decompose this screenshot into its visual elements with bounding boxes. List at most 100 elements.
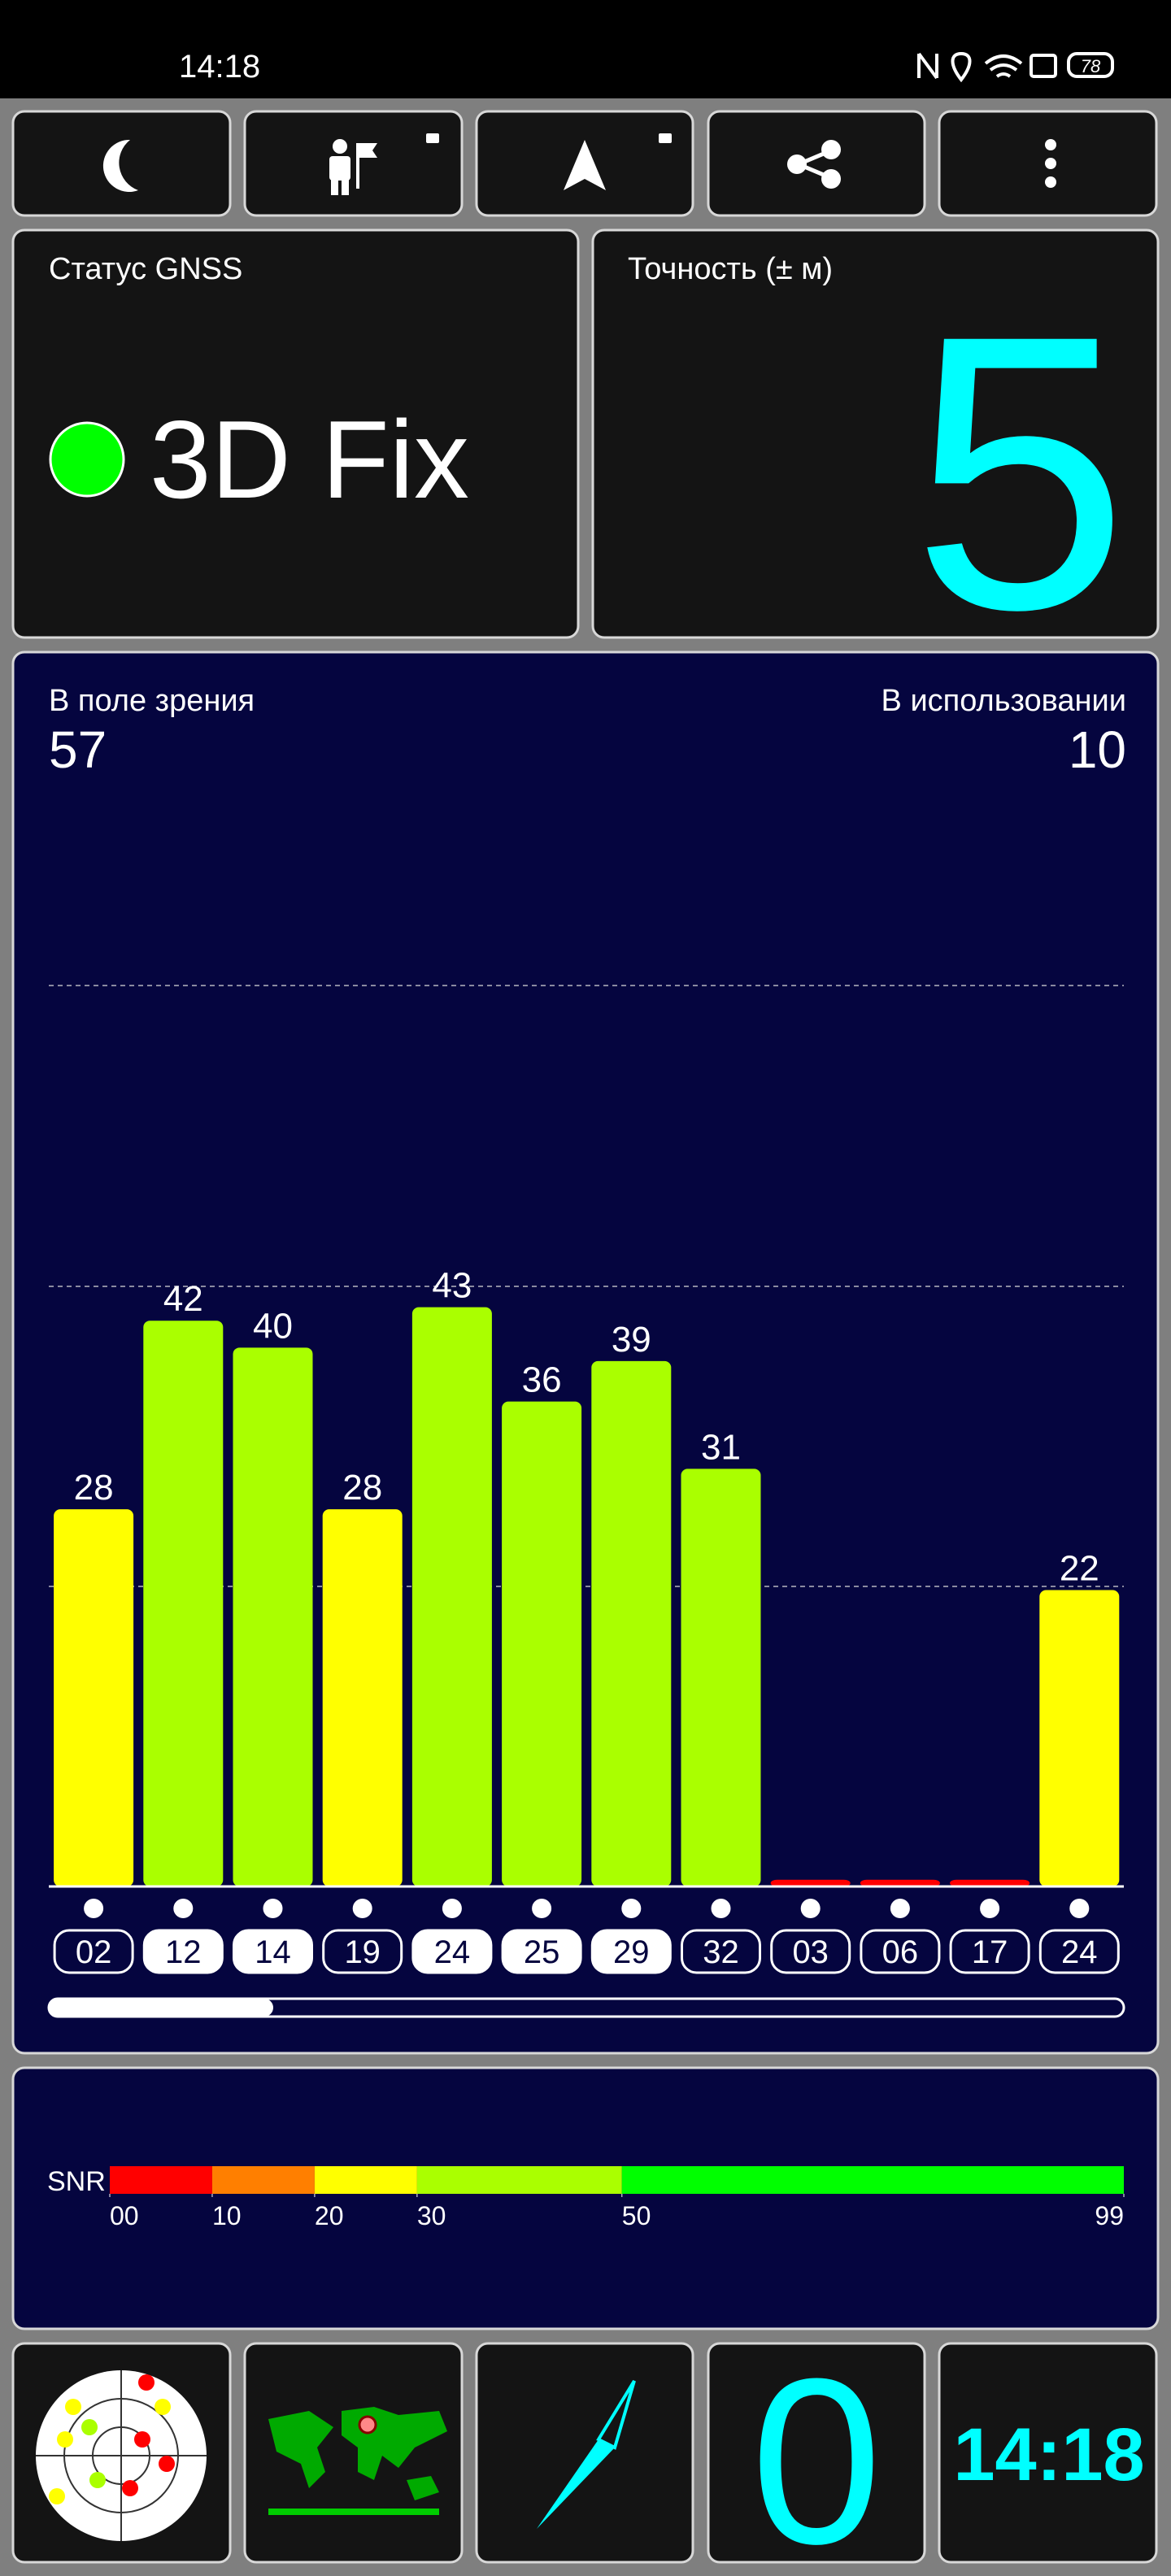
clock-value: 14:18 <box>953 2413 1144 2496</box>
menu-icon <box>1045 139 1056 188</box>
x-tick-label: 29 <box>613 1934 650 1970</box>
x-tick-label: 32 <box>703 1934 739 1970</box>
in-view-count: 57 <box>49 720 107 779</box>
gnss-status-value: 3D Fix <box>150 398 469 521</box>
bar <box>143 1321 224 1886</box>
used-satellite-box <box>142 1929 224 1974</box>
x-tick-label: 19 <box>344 1934 381 1970</box>
status-time: 14:18 <box>179 49 260 85</box>
satellite-dot <box>263 1899 283 1918</box>
value-label: 43 <box>432 1266 472 1306</box>
used-satellite-box <box>233 1929 313 1974</box>
accuracy-panel <box>591 228 1160 639</box>
satellite-dot <box>173 1899 194 1918</box>
moon-icon <box>102 139 138 192</box>
in-use-count: 10 <box>1069 720 1126 779</box>
satellite-dot <box>84 1899 104 1918</box>
night-mode-button[interactable] <box>11 110 232 217</box>
scrollbar-thumb[interactable] <box>49 1999 273 2017</box>
grid <box>49 985 1124 1587</box>
gnss-status-label: Статус GNSS <box>49 252 242 286</box>
world-map-icon <box>268 2407 447 2515</box>
used-satellite-box <box>411 1929 493 1974</box>
accuracy-label: Точность (± м) <box>628 252 833 286</box>
satellite-box <box>860 1929 941 1974</box>
value-label: 42 <box>163 1279 203 1319</box>
in-view-label: В поле зрения <box>49 684 255 718</box>
value-label: 28 <box>342 1468 382 1508</box>
snr-band <box>211 2166 315 2194</box>
satellite-dot <box>352 1899 372 1918</box>
value-label: 40 <box>253 1306 293 1346</box>
used-satellite-box <box>590 1929 672 1974</box>
battery-level: 78 <box>1081 56 1101 76</box>
snr-scale: 00 10 20 30 50 99 <box>109 2166 1125 2230</box>
satellite-dot <box>890 1899 910 1918</box>
clock-button[interactable] <box>938 2342 1158 2564</box>
guide-icon <box>329 133 439 195</box>
status-icons <box>917 51 1114 83</box>
accuracy-value: 5 <box>912 254 1129 690</box>
snr-panel <box>11 2066 1160 2330</box>
satellite-dot <box>442 1899 462 1918</box>
snr-tick-label: 00 <box>110 2201 139 2230</box>
bar <box>233 1347 313 1886</box>
satellite-box <box>322 1929 403 1974</box>
satellite-dot <box>1069 1899 1090 1918</box>
gnss-status-panel <box>11 228 580 639</box>
snr-tick-label: 99 <box>1095 2201 1124 2230</box>
count-button[interactable] <box>707 2342 926 2564</box>
bar <box>770 1879 851 1886</box>
x-tick-label: 12 <box>165 1934 202 1970</box>
skyplot-icon <box>36 2370 207 2541</box>
satellite-dot <box>711 1899 731 1918</box>
value-label: 31 <box>701 1427 741 1467</box>
x-tick-label: 25 <box>524 1934 560 1970</box>
compass-button[interactable] <box>475 2342 694 2564</box>
x-tick-label: 14 <box>255 1934 291 1970</box>
snr-tick-label: 30 <box>417 2201 446 2230</box>
toolbar <box>11 110 1158 217</box>
snr-band <box>110 2166 212 2194</box>
x-tick-label: 06 <box>882 1934 919 1970</box>
share-button[interactable] <box>707 110 926 217</box>
value-label: 28 <box>74 1468 114 1508</box>
x-tick-label: 17 <box>972 1934 1008 1970</box>
count-value: 0 <box>751 2330 882 2576</box>
bar <box>860 1879 940 1886</box>
in-use-label: В использовании <box>882 684 1126 718</box>
satellite-dot <box>532 1899 552 1918</box>
satellite-box <box>949 1929 1030 1974</box>
bars: 28 02 42 12 40 14 28 19 43 24 36 25 39 29 31 32 03 06 17 22… <box>53 1266 1120 1974</box>
value-label: 39 <box>612 1320 651 1360</box>
x-tick-label: 24 <box>434 1934 471 1970</box>
x-tick-label: 24 <box>1061 1934 1098 1970</box>
x-tick-label: 02 <box>76 1934 112 1970</box>
used-satellite-box <box>501 1929 582 1974</box>
bar <box>950 1879 1030 1886</box>
guide-button[interactable] <box>243 110 464 217</box>
fix-indicator <box>49 421 125 498</box>
snr-band <box>416 2166 622 2194</box>
satellite-box <box>53 1929 134 1974</box>
navigate-icon <box>564 133 672 190</box>
value-label: 36 <box>522 1360 562 1400</box>
map-button[interactable] <box>243 2342 464 2564</box>
satellite-dot <box>800 1899 821 1918</box>
satellite-dot <box>621 1899 642 1918</box>
compass-icon <box>537 2379 636 2529</box>
satellite-box <box>770 1929 851 1974</box>
value-label: 22 <box>1060 1549 1099 1589</box>
status-bar <box>0 0 1171 98</box>
snr-tick-label: 20 <box>315 2201 344 2230</box>
share-icon <box>787 140 841 189</box>
x-tick-label: 03 <box>792 1934 829 1970</box>
bar <box>681 1469 761 1886</box>
bar <box>54 1509 134 1886</box>
snr-band <box>621 2166 1124 2194</box>
snr-tick-label: 10 <box>212 2201 242 2230</box>
snr-label: SNR <box>47 2166 106 2197</box>
satellite-box <box>1038 1929 1120 1974</box>
